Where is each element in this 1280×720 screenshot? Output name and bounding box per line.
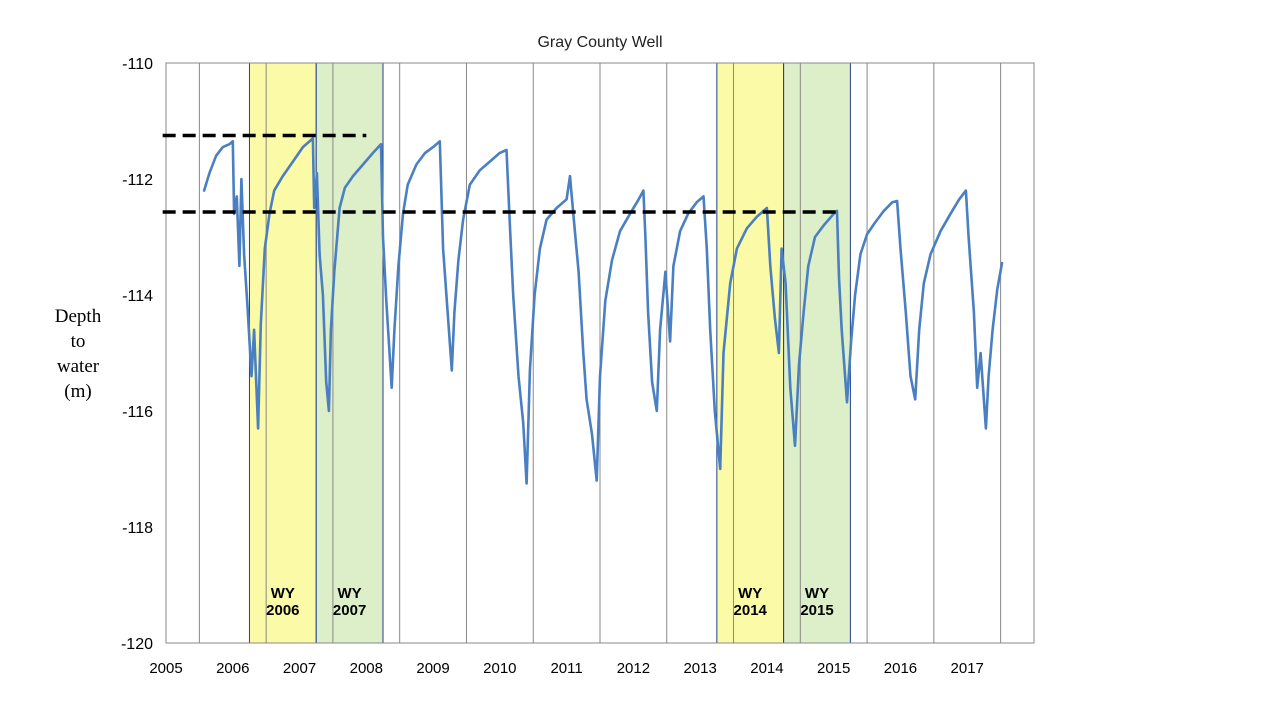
highlight-band-4 xyxy=(783,62,851,644)
x-tick-label: 2017 xyxy=(951,660,984,677)
y-axis-label-line-1: Depth xyxy=(55,306,102,327)
x-tick-label: 2005 xyxy=(149,660,182,677)
band-label-bottom-1: 2006 xyxy=(266,602,299,619)
y-axis-label-line-3: water xyxy=(57,356,100,377)
x-tick-label: 2012 xyxy=(617,660,650,677)
x-tick-label: 2009 xyxy=(416,660,449,677)
x-tick-label: 2014 xyxy=(750,660,783,677)
highlight-band-3 xyxy=(716,62,785,644)
highlight-bands xyxy=(248,62,851,644)
x-tick-label: 2008 xyxy=(350,660,383,677)
x-tick-label: 2015 xyxy=(817,660,850,677)
series-layer xyxy=(202,137,1004,485)
y-tick-label: -116 xyxy=(122,404,153,421)
x-tick-label: 2006 xyxy=(216,660,249,677)
y-tick-label: -118 xyxy=(122,520,153,537)
y-axis-label-line-2: to xyxy=(71,331,86,352)
band-label-bottom-2: 2007 xyxy=(333,602,366,619)
band-label-top-1: WY xyxy=(271,585,295,602)
x-tick-labels: 2005 2006 2007 2008 2009 2010 2011 2012 2013 2014… xyxy=(149,660,984,677)
y-tick-label: -120 xyxy=(121,636,153,653)
y-tick-label: -110 xyxy=(122,56,153,73)
band-label-top-4: WY xyxy=(805,585,829,602)
series-line-1 xyxy=(202,137,1004,485)
y-tick-label: -112 xyxy=(122,172,153,189)
y-axis-label: Depth to water (m) xyxy=(55,306,102,402)
x-tick-label: 2011 xyxy=(550,660,582,677)
plot-frame xyxy=(165,62,1035,644)
band-label-bottom-4: 2015 xyxy=(800,602,833,619)
x-tick-label: 2016 xyxy=(884,660,917,677)
y-axis-label-line-4: (m) xyxy=(64,381,91,402)
y-tick-label: -114 xyxy=(122,288,153,305)
x-tick-label: 2007 xyxy=(283,660,316,677)
band-label-top-2: WY xyxy=(338,585,362,602)
y-tick-labels: -110 -112 -114 -116 -118 -120 xyxy=(121,56,153,653)
band-label-bottom-3: 2014 xyxy=(734,602,768,619)
band-label-top-3: WY xyxy=(738,585,762,602)
reference-lines xyxy=(162,133,838,214)
x-tick-label: 2013 xyxy=(683,660,716,677)
highlight-band-2 xyxy=(315,62,384,644)
x-tick-label: 2010 xyxy=(483,660,516,677)
chart-title: Gray County Well xyxy=(537,34,662,51)
